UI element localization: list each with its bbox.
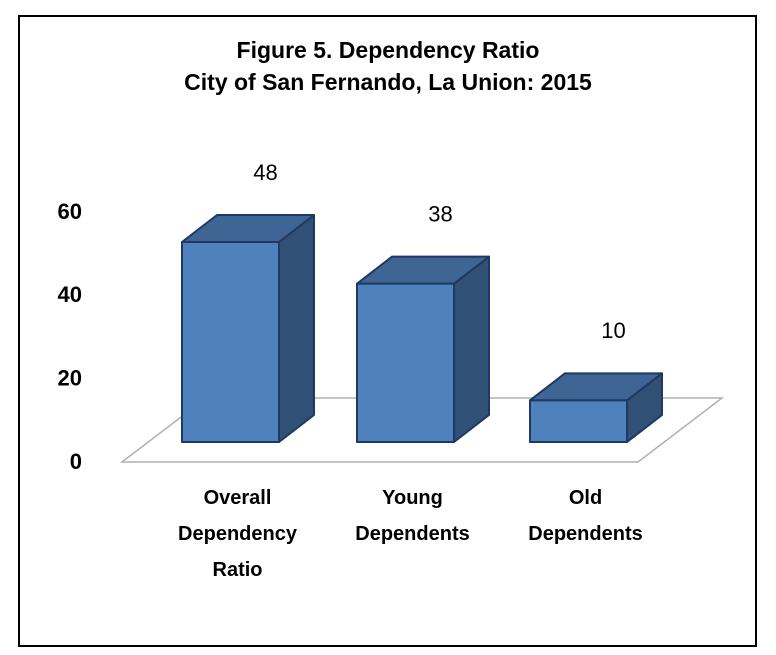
x-tick-label: Young Dependents [355, 487, 469, 545]
bar-front [356, 282, 455, 443]
chart-title: Figure 5. Dependency Ratio [237, 37, 540, 63]
value-label: 48 [253, 160, 277, 185]
bar-front [181, 241, 280, 443]
x-tick-label: Old Dependents [528, 487, 642, 545]
y-tick-label: 40 [58, 282, 82, 307]
bar [529, 372, 663, 444]
bar [181, 214, 315, 443]
bar-front [529, 399, 628, 444]
bar-side [278, 214, 315, 443]
bar-side [453, 255, 490, 443]
value-label: 38 [428, 201, 452, 226]
value-label: 10 [601, 318, 625, 343]
chart-subtitle: City of San Fernando, La Union: 2015 [184, 69, 592, 95]
bar [356, 255, 490, 443]
y-tick-label: 20 [58, 365, 82, 390]
y-tick-label: 0 [70, 449, 82, 474]
y-tick-label: 60 [58, 199, 82, 224]
x-tick-label: Overall Dependency Ratio [178, 487, 298, 581]
